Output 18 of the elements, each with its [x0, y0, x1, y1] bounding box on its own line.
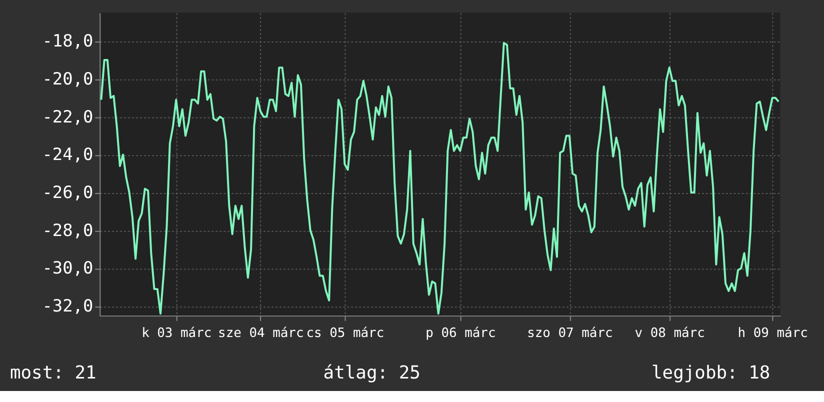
text: átlag: 25: [323, 362, 420, 384]
y-tick-label: -18,0: [42, 30, 94, 51]
x-tick-label: szo 07 márc: [527, 326, 613, 341]
text: legjobb: 18: [651, 362, 770, 384]
y-tick-label: -28,0: [42, 220, 94, 240]
y-tick-label: -30,0: [42, 258, 94, 278]
y-tick-label: -20,0: [42, 68, 94, 88]
y-tick-label: -32,0: [42, 296, 94, 316]
y-tick-label: -26,0: [42, 182, 94, 202]
x-tick-label: h 09 márc: [738, 326, 808, 341]
y-tick-label: -24,0: [42, 144, 94, 164]
x-tick-label: cs 05 márc: [306, 326, 384, 341]
text: most: 21: [10, 362, 96, 384]
x-tick-label: v 08 márc: [634, 326, 705, 341]
x-tick-label: p 06 márc: [426, 326, 496, 341]
x-tick-label: k 03 márc: [142, 326, 212, 341]
x-tick-label: sze 04 márc: [218, 326, 304, 341]
y-tick-label: -22,0: [42, 106, 94, 126]
